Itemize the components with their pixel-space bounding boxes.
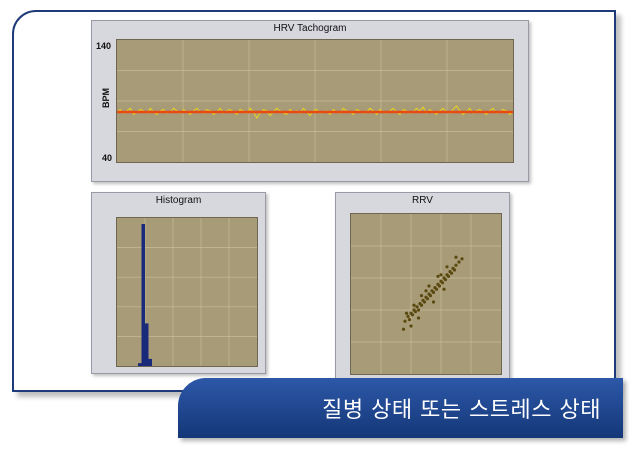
- rrv-point: [409, 324, 413, 328]
- histogram-bar: [145, 323, 149, 366]
- histogram-panel: Histogram: [91, 192, 266, 374]
- rrv-point: [428, 294, 433, 298]
- rrv-point: [437, 284, 442, 288]
- tachogram-panel: HRV Tachogram 140 40 BPM: [91, 20, 529, 182]
- rrv-point: [415, 305, 419, 309]
- rrv-point: [424, 289, 428, 293]
- rrv-point: [439, 273, 443, 277]
- rrv-point: [446, 274, 451, 278]
- rrv-point: [406, 314, 410, 318]
- rrv-point: [401, 327, 406, 331]
- tachogram-chart: [117, 40, 513, 162]
- tachogram-plot: [116, 39, 514, 163]
- histogram-plot: [116, 217, 258, 367]
- rrv-chart: [351, 214, 501, 374]
- rrv-point: [443, 278, 448, 282]
- rrv-title: RRV: [412, 195, 433, 206]
- rrv-point: [436, 274, 440, 278]
- rrv-point: [403, 319, 407, 323]
- caption-text: 질병 상태 또는 스트레스 상태: [322, 398, 601, 423]
- rrv-point: [416, 316, 421, 320]
- rrv-point: [412, 303, 416, 307]
- rrv-point: [442, 287, 446, 291]
- tachogram-title: HRV Tachogram: [273, 23, 347, 34]
- rrv-point: [440, 281, 445, 285]
- rrv-point: [431, 290, 436, 294]
- rrv-point: [427, 284, 431, 288]
- rrv-point: [434, 287, 439, 291]
- tachogram-ytick-max: 140: [96, 41, 112, 51]
- histogram-chart: [117, 218, 257, 366]
- rrv-point: [419, 294, 424, 298]
- rrv-point: [452, 268, 457, 272]
- rrv-point: [454, 263, 458, 267]
- rrv-point: [416, 308, 421, 312]
- rrv-point: [413, 310, 418, 314]
- histogram-title: Histogram: [155, 195, 202, 206]
- rrv-point: [445, 265, 449, 269]
- histogram-bar: [141, 224, 145, 366]
- histogram-bar: [148, 358, 152, 366]
- tachogram-ylabel: BPM: [101, 88, 111, 108]
- rrv-point: [449, 271, 454, 275]
- rrv-point: [422, 300, 427, 304]
- rrv-point: [404, 311, 409, 315]
- rrv-point: [419, 303, 424, 307]
- rrv-point: [407, 318, 412, 322]
- rrv-plot: [350, 213, 502, 375]
- histogram-bar: [138, 363, 142, 366]
- rrv-point: [457, 260, 461, 264]
- rrv-panel: RRV: [335, 192, 510, 384]
- rrv-point: [454, 255, 458, 259]
- caption-banner: 질병 상태 또는 스트레스 상태: [178, 378, 623, 438]
- tachogram-ytick-min: 40: [102, 153, 113, 163]
- rrv-point: [460, 257, 464, 261]
- rrv-point: [431, 300, 436, 304]
- rrv-point: [410, 313, 415, 317]
- rrv-point: [425, 297, 430, 301]
